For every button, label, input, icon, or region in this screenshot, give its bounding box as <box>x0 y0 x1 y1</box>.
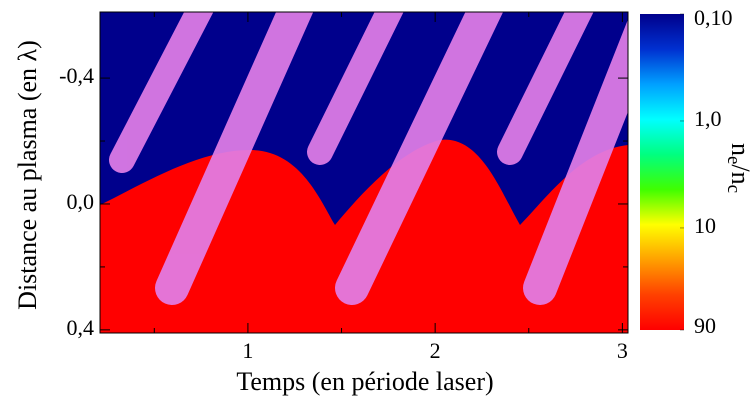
colorbar-label: ne/nc <box>723 143 755 193</box>
x-axis-label: Temps (en période laser) <box>236 367 493 396</box>
colorbar-tick-label: 90 <box>694 313 716 338</box>
beams <box>109 12 628 305</box>
y-tick-label: 0,0 <box>67 189 95 214</box>
y-tick-label: 0,4 <box>67 315 95 340</box>
x-tick-label: 3 <box>617 338 628 363</box>
colorbar-tick-label: 10 <box>694 213 716 238</box>
colorbar-label-part: /n <box>726 164 755 184</box>
x-tick-label: 2 <box>430 338 441 363</box>
plot-frame <box>99 11 629 334</box>
colorbar-label-subscript: e <box>723 156 744 164</box>
colorbar-label-part: n <box>726 143 755 156</box>
colorbar-tick-label: 0,10 <box>694 5 733 30</box>
x-tick-label: 1 <box>242 338 253 363</box>
colorbar <box>640 14 684 330</box>
colorbar-label-subscript: c <box>723 185 744 193</box>
heatmap-field <box>100 12 628 333</box>
colorbar-tick-label: 1,0 <box>694 106 722 131</box>
y-axis-label: Distance au plasma (en λ) <box>13 40 42 310</box>
y-tick-label: -0,4 <box>59 63 94 88</box>
